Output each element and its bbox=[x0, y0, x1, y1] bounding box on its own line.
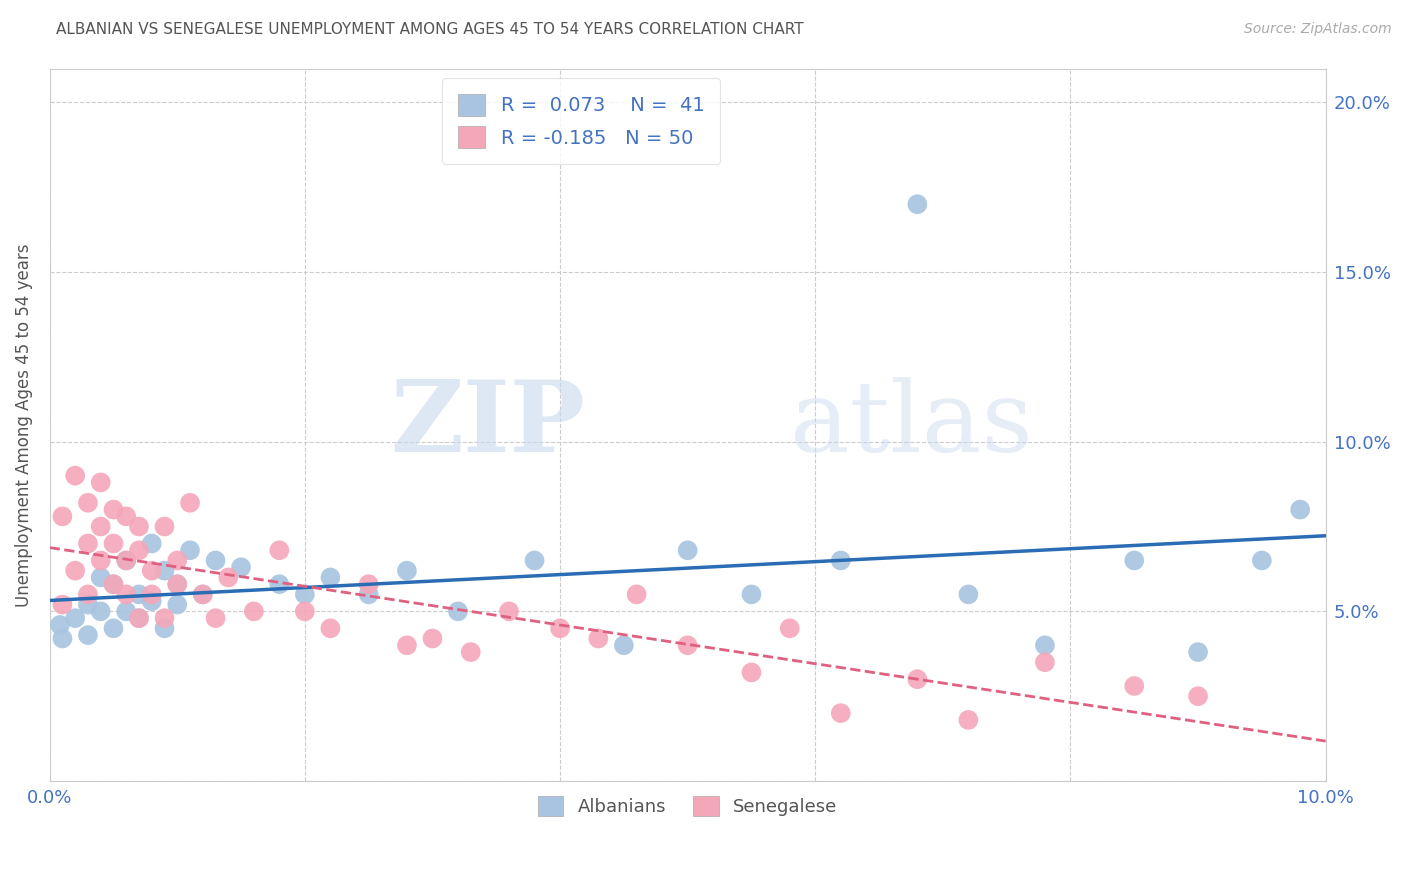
Point bbox=[90, 570, 112, 584]
Point bbox=[77, 587, 100, 601]
Point bbox=[63, 468, 86, 483]
Point bbox=[460, 645, 482, 659]
Point bbox=[77, 496, 100, 510]
Point bbox=[740, 587, 762, 601]
Point bbox=[77, 598, 100, 612]
Point bbox=[498, 604, 520, 618]
Point bbox=[77, 536, 100, 550]
Point bbox=[166, 577, 188, 591]
Point bbox=[294, 587, 316, 601]
Point bbox=[77, 628, 100, 642]
Point bbox=[204, 611, 226, 625]
Point bbox=[1033, 655, 1056, 669]
Point bbox=[128, 519, 150, 533]
Point bbox=[905, 197, 928, 211]
Point bbox=[957, 587, 980, 601]
Point bbox=[395, 638, 418, 652]
Point bbox=[166, 598, 188, 612]
Point bbox=[90, 475, 112, 490]
Point bbox=[63, 564, 86, 578]
Point bbox=[294, 604, 316, 618]
Point bbox=[179, 496, 201, 510]
Point bbox=[115, 553, 138, 567]
Point bbox=[191, 587, 214, 601]
Text: ALBANIAN VS SENEGALESE UNEMPLOYMENT AMONG AGES 45 TO 54 YEARS CORRELATION CHART: ALBANIAN VS SENEGALESE UNEMPLOYMENT AMON… bbox=[56, 22, 804, 37]
Y-axis label: Unemployment Among Ages 45 to 54 years: Unemployment Among Ages 45 to 54 years bbox=[15, 243, 32, 607]
Point bbox=[905, 672, 928, 686]
Point bbox=[153, 611, 176, 625]
Point bbox=[447, 604, 470, 618]
Point bbox=[128, 543, 150, 558]
Point bbox=[548, 621, 571, 635]
Point bbox=[51, 509, 73, 524]
Point bbox=[204, 553, 226, 567]
Point bbox=[676, 638, 699, 652]
Point bbox=[830, 553, 852, 567]
Text: ZIP: ZIP bbox=[391, 376, 585, 474]
Point bbox=[141, 594, 163, 608]
Point bbox=[103, 577, 125, 591]
Point bbox=[626, 587, 648, 601]
Point bbox=[166, 553, 188, 567]
Point bbox=[103, 536, 125, 550]
Point bbox=[128, 587, 150, 601]
Text: atlas: atlas bbox=[790, 376, 1032, 473]
Point bbox=[1187, 645, 1209, 659]
Point bbox=[51, 632, 73, 646]
Point bbox=[141, 587, 163, 601]
Point bbox=[422, 632, 444, 646]
Point bbox=[740, 665, 762, 680]
Point bbox=[63, 611, 86, 625]
Point bbox=[357, 587, 380, 601]
Point bbox=[166, 577, 188, 591]
Point bbox=[229, 560, 252, 574]
Point bbox=[1033, 638, 1056, 652]
Point bbox=[830, 706, 852, 720]
Point bbox=[128, 611, 150, 625]
Point bbox=[153, 621, 176, 635]
Point bbox=[128, 611, 150, 625]
Point bbox=[1250, 553, 1272, 567]
Point bbox=[51, 598, 73, 612]
Point bbox=[115, 587, 138, 601]
Point bbox=[1123, 553, 1146, 567]
Point bbox=[613, 638, 636, 652]
Point bbox=[191, 587, 214, 601]
Point bbox=[141, 536, 163, 550]
Point bbox=[103, 502, 125, 516]
Point bbox=[319, 570, 342, 584]
Point bbox=[779, 621, 801, 635]
Point bbox=[103, 577, 125, 591]
Point bbox=[179, 543, 201, 558]
Point bbox=[103, 621, 125, 635]
Point bbox=[90, 553, 112, 567]
Point bbox=[90, 604, 112, 618]
Point bbox=[115, 604, 138, 618]
Point bbox=[319, 621, 342, 635]
Point bbox=[153, 519, 176, 533]
Text: Source: ZipAtlas.com: Source: ZipAtlas.com bbox=[1244, 22, 1392, 37]
Point bbox=[1123, 679, 1146, 693]
Point bbox=[957, 713, 980, 727]
Point bbox=[115, 553, 138, 567]
Point bbox=[269, 543, 291, 558]
Point bbox=[1289, 502, 1312, 516]
Point bbox=[357, 577, 380, 591]
Point bbox=[141, 564, 163, 578]
Point bbox=[115, 509, 138, 524]
Point bbox=[395, 564, 418, 578]
Point bbox=[243, 604, 266, 618]
Point bbox=[49, 618, 72, 632]
Point bbox=[523, 553, 546, 567]
Point bbox=[1187, 689, 1209, 703]
Point bbox=[153, 564, 176, 578]
Point bbox=[588, 632, 610, 646]
Legend: Albanians, Senegalese: Albanians, Senegalese bbox=[529, 787, 846, 825]
Point bbox=[90, 519, 112, 533]
Point bbox=[676, 543, 699, 558]
Point bbox=[269, 577, 291, 591]
Point bbox=[217, 570, 239, 584]
